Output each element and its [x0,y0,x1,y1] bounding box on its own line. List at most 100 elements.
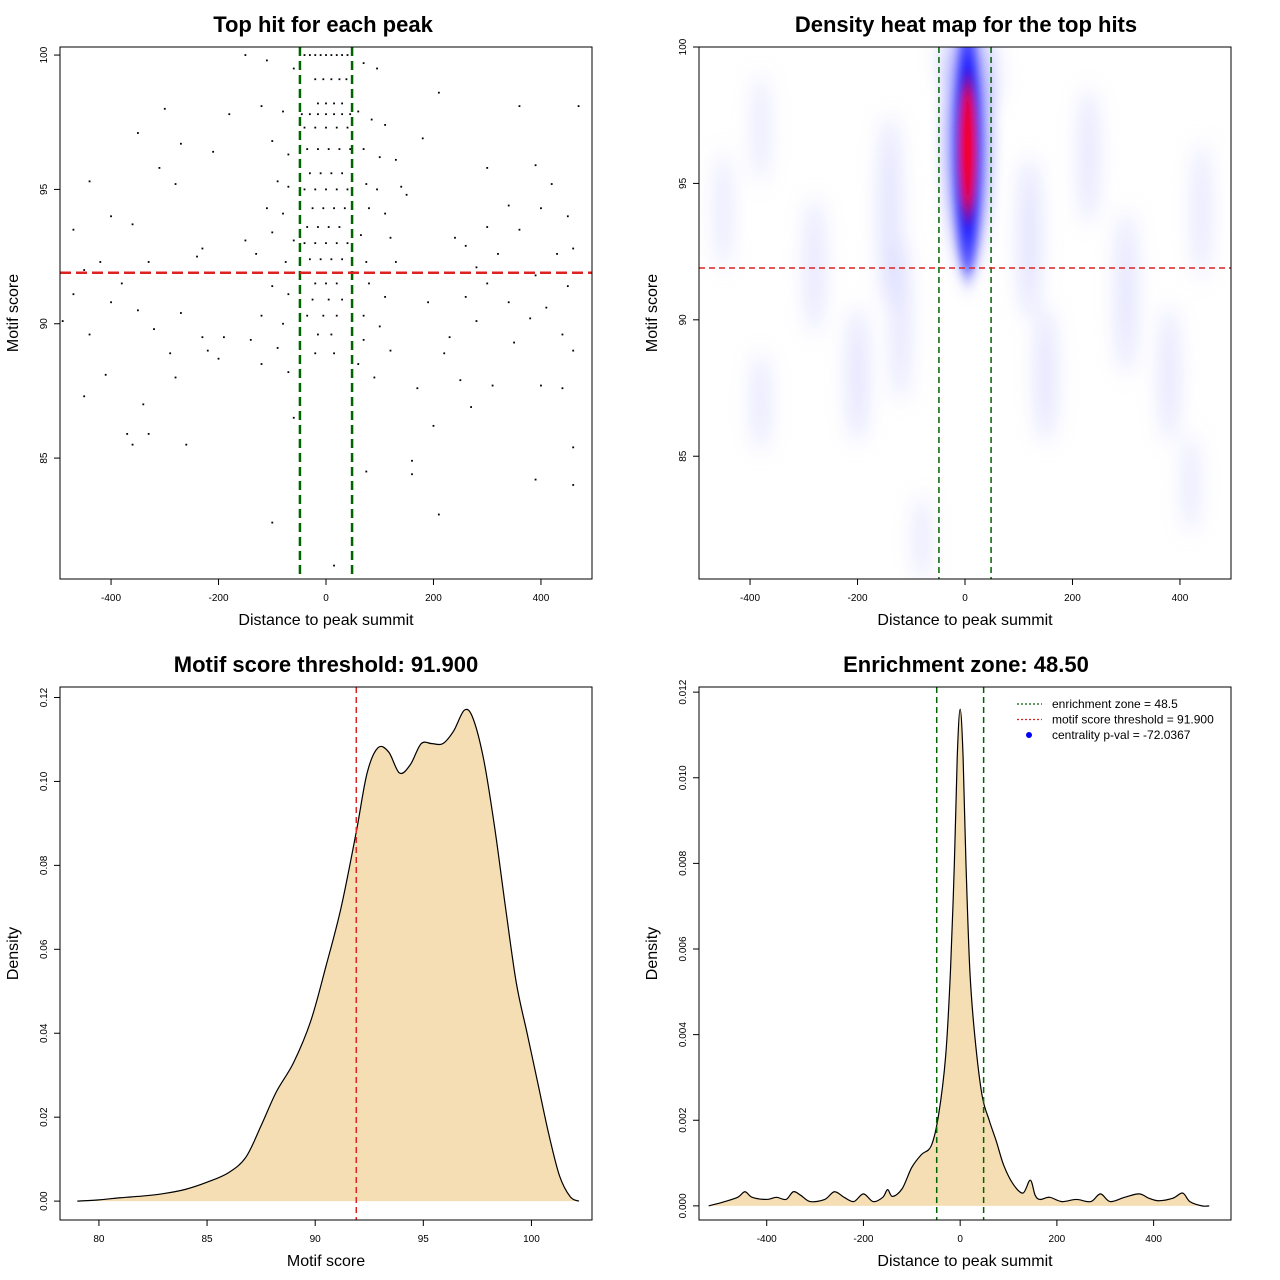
data-point [507,301,510,304]
density-fill [77,709,580,1202]
data-point [566,285,569,288]
data-point [335,242,338,245]
density-core [949,47,986,299]
data-point [311,207,314,210]
x-axis-label: Motif score [287,1253,365,1270]
data-point [196,255,198,258]
data-point [365,183,368,185]
data-point [491,384,494,387]
data-point [341,113,344,116]
data-point [529,317,532,320]
density-blob [847,306,868,443]
data-point [260,363,263,365]
data-point [201,247,204,250]
y-tick-label: 0.000 [678,1193,689,1218]
data-point [330,78,333,81]
x-tick-label: -200 [853,1234,873,1245]
data-point [260,105,263,108]
data-point [394,261,397,263]
data-point [566,215,569,218]
data-point [540,384,542,387]
data-point [497,252,499,255]
data-point [180,312,182,314]
data-point [362,62,365,65]
chart-title: Density heat map for the top hits [795,12,1137,37]
data-point [314,352,317,355]
data-point [317,148,319,151]
data-point [147,433,150,435]
data-point [335,282,338,285]
data-point [416,387,419,390]
data-point [72,293,75,296]
chart-title: Top hit for each peak [213,12,433,37]
scatter-panel: Top hit for each peak -400 -200 0 200 400 85 90… [5,12,593,629]
plot-frame [59,686,593,1221]
data-point [142,403,145,406]
data-point [335,314,338,317]
data-point [561,387,564,390]
data-point [534,164,537,167]
data-point [333,564,335,567]
data-point [384,212,387,215]
y-tick-label: 0.002 [678,1107,689,1132]
data-point [338,148,341,151]
data-point [486,226,489,228]
data-point [333,113,335,116]
data-point [61,320,64,322]
y-axis-label: Density [5,927,22,980]
data-point [308,54,311,56]
y-tick-label: 90 [39,318,50,330]
data-point [577,105,580,108]
data-point [333,102,335,105]
x-tick-label: 400 [533,593,550,604]
x-tick-label: 0 [323,593,329,604]
data-point [265,59,268,62]
data-point [174,183,177,185]
score-density-panel: Motif score threshold: 91.900 80 85 90 95 100… [5,652,593,1270]
density-area-group [708,708,1210,1207]
x-tick-label: -400 [757,1234,777,1245]
data-point [282,322,284,325]
data-point [110,215,112,218]
x-tick-label: 200 [1049,1234,1066,1245]
data-point [322,207,325,210]
data-point [448,336,451,339]
y-tick-label: 0.008 [678,850,689,875]
data-point [411,459,413,462]
data-point [333,352,335,355]
data-point [88,180,91,183]
data-point [325,242,327,245]
x-axis-label: Distance to peak summit [877,612,1053,629]
data-point [110,301,112,304]
data-point [437,513,440,516]
data-point [325,282,327,285]
chart-title: Motif score threshold: 91.900 [174,652,478,677]
data-point [556,252,558,255]
data-point [346,126,349,129]
density-blob [754,74,768,184]
data-point [244,239,247,242]
data-point [349,148,352,151]
density-blob [716,150,730,271]
data-point [206,349,209,352]
data-point [325,54,327,56]
data-point [317,102,319,105]
x-tick-label: -400 [740,593,760,604]
data-point [317,333,319,336]
x-tick-label: 0 [957,1234,963,1245]
data-point [153,328,155,331]
data-point [330,172,333,175]
y-tick-label: 0.012 [678,679,689,704]
x-tick-label: -400 [101,593,121,604]
data-point [72,228,75,231]
data-point [561,333,564,336]
data-point [325,126,327,129]
data-point [362,148,365,151]
legend-label-threshold: motif score threshold = 91.900 [1052,713,1214,727]
data-point [322,314,325,317]
data-point [338,226,341,228]
data-point [335,54,338,56]
data-point [384,295,387,298]
data-point [572,484,575,486]
